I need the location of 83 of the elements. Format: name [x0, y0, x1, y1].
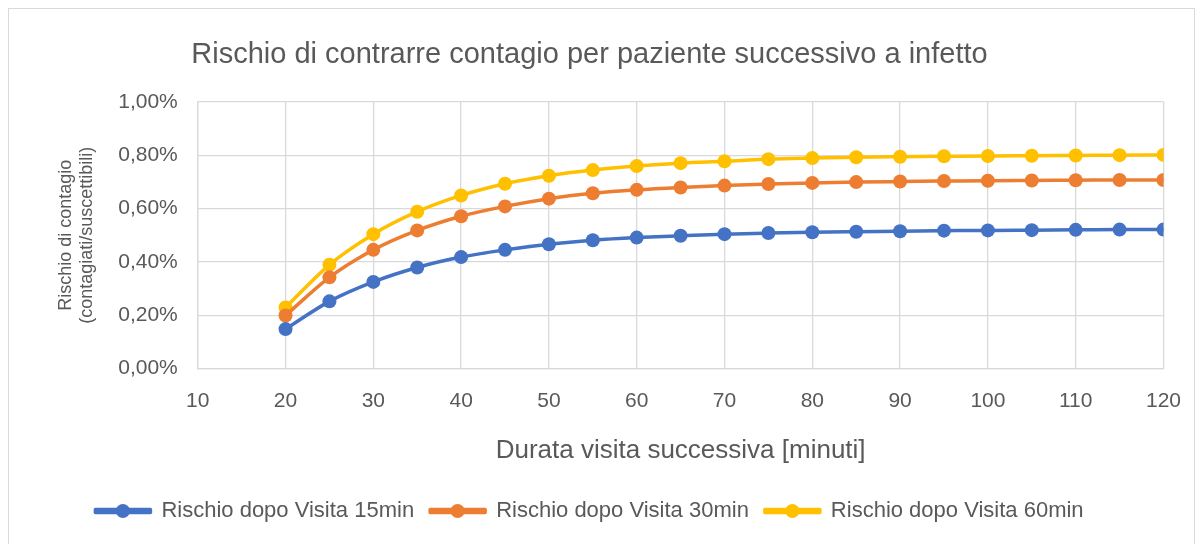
point — [980, 223, 995, 238]
x-tick-label: 60 — [625, 388, 649, 411]
point — [717, 154, 732, 169]
point — [1068, 173, 1083, 188]
point — [541, 191, 556, 206]
point — [454, 188, 469, 203]
point — [980, 148, 995, 163]
point — [1068, 222, 1083, 237]
point — [805, 175, 820, 190]
y-tick-label: 0,40% — [118, 248, 178, 272]
point — [629, 159, 644, 174]
x-tick-label: 50 — [537, 388, 561, 411]
point — [849, 150, 864, 165]
point — [849, 224, 864, 239]
y-tick-label: 0,20% — [118, 302, 178, 326]
point — [937, 174, 951, 189]
point — [673, 228, 688, 243]
point — [717, 178, 732, 193]
point — [366, 227, 381, 242]
x-tick-label: 70 — [712, 388, 737, 411]
point — [498, 199, 513, 214]
chart-title: Rischio di contrarre contagio per paziente successivo a infetto — [191, 37, 988, 70]
point — [498, 242, 513, 257]
y-tick-label: 0,80% — [118, 141, 178, 165]
point — [322, 257, 337, 272]
point — [498, 176, 513, 191]
point — [1068, 148, 1083, 163]
x-tick-label: 100 — [970, 388, 1006, 411]
point — [717, 227, 732, 242]
point — [980, 173, 995, 188]
point — [761, 226, 776, 241]
point — [761, 152, 776, 167]
x-tick-label: 10 — [186, 388, 210, 411]
point — [410, 223, 425, 238]
point — [454, 250, 469, 265]
point — [585, 233, 600, 248]
point — [805, 225, 820, 240]
point — [1024, 148, 1039, 163]
point — [893, 149, 908, 164]
legend-label: Rischio dopo Visita 60min — [830, 497, 1084, 523]
point — [322, 294, 337, 309]
y-axis-title: Rischio di contagio (contagiati/suscettibili) — [54, 146, 97, 324]
point — [366, 242, 381, 257]
y-tick-label: 0,00% — [118, 355, 178, 379]
y-tick-label: 1,00% — [118, 88, 178, 112]
point — [937, 149, 951, 164]
x-axis-title: Durata visita successiva [minuti] — [495, 433, 866, 464]
legend-label: Rischio dopo Visita 15min — [161, 497, 415, 523]
point — [366, 274, 381, 289]
point — [1112, 172, 1127, 187]
point — [541, 237, 556, 252]
x-tick-label: 80 — [800, 388, 824, 411]
x-tick-label: 120 — [1145, 388, 1181, 411]
x-tick-label: 20 — [273, 388, 298, 411]
point — [1024, 173, 1039, 188]
point — [673, 180, 688, 195]
point — [454, 209, 469, 224]
point — [893, 174, 908, 189]
point — [629, 182, 644, 197]
point — [410, 260, 425, 275]
point — [1024, 223, 1039, 238]
y-tick-label: 0,60% — [118, 195, 178, 219]
point — [629, 230, 644, 245]
x-tick-label: 110 — [1058, 388, 1093, 411]
x-tick-label: 30 — [361, 388, 386, 411]
legend-label: Rischio dopo Visita 30min — [496, 497, 749, 523]
point — [585, 186, 600, 201]
point — [805, 151, 820, 166]
point — [1112, 148, 1127, 163]
point — [893, 224, 908, 239]
point — [849, 175, 864, 190]
point — [541, 168, 556, 183]
point — [278, 322, 293, 337]
point — [673, 156, 688, 171]
point — [1112, 222, 1127, 237]
point — [278, 308, 293, 323]
x-tick-label: 90 — [888, 388, 912, 411]
point — [410, 204, 425, 219]
point — [322, 270, 337, 285]
x-tick-label: 40 — [449, 388, 473, 411]
point — [585, 163, 600, 178]
point — [761, 176, 776, 191]
point — [937, 223, 951, 238]
